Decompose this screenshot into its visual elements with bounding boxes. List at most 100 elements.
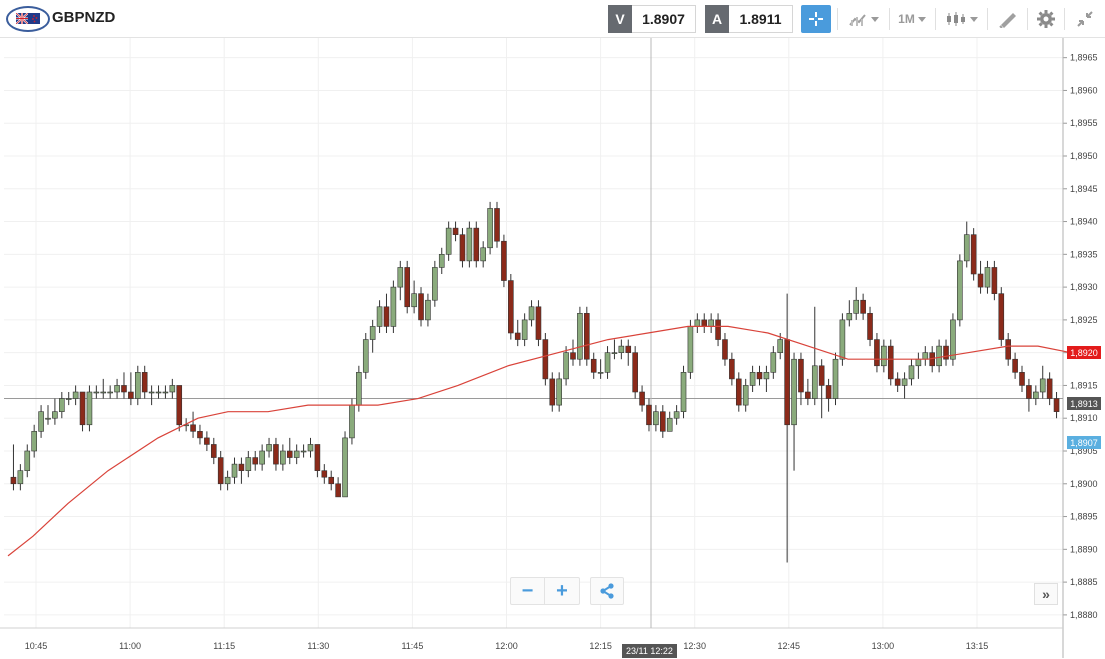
candle-body-up bbox=[770, 352, 777, 373]
candle-body-up bbox=[487, 208, 493, 249]
candle-body-up bbox=[839, 319, 846, 360]
candle-body-down bbox=[1046, 378, 1053, 399]
candle-body-down bbox=[286, 450, 293, 458]
zoom-out-button[interactable]: − bbox=[511, 578, 545, 604]
candle-body-up bbox=[777, 339, 784, 353]
candle-body-up bbox=[611, 352, 618, 354]
y-tick-label: 1,8955 bbox=[1070, 118, 1098, 128]
drawing-tools-button[interactable] bbox=[992, 5, 1024, 33]
sell-price-badge: 1,8907 bbox=[1067, 436, 1101, 449]
y-tick-label: 1,8960 bbox=[1070, 85, 1098, 95]
candle-body-down bbox=[701, 319, 708, 327]
indicators-button[interactable] bbox=[842, 5, 884, 33]
flag-icon bbox=[16, 13, 40, 24]
candle-body-down bbox=[894, 378, 901, 386]
candle-body-up bbox=[362, 339, 369, 373]
candle-body-up bbox=[445, 227, 452, 255]
candle-body-down bbox=[197, 431, 203, 439]
gear-icon bbox=[1037, 10, 1055, 28]
candle-body-up bbox=[563, 352, 569, 380]
candle-body-down bbox=[335, 483, 341, 498]
candle-body-down bbox=[646, 404, 652, 426]
candle-body-up bbox=[618, 345, 625, 353]
sell-price-box[interactable]: V 1.8907 bbox=[608, 5, 696, 33]
x-tick-label: 11:00 bbox=[119, 641, 141, 651]
y-tick-label: 1,8905 bbox=[1070, 446, 1098, 456]
candle-body-up bbox=[266, 444, 272, 452]
candle-body-up bbox=[59, 398, 65, 412]
crosshair-button[interactable] bbox=[801, 5, 831, 33]
toolbar-separator bbox=[1027, 8, 1028, 30]
scroll-to-latest-button[interactable]: » bbox=[1034, 583, 1058, 605]
share-icon bbox=[600, 583, 614, 599]
candle-body-up bbox=[653, 411, 659, 426]
x-tick-label: 13:00 bbox=[872, 641, 895, 651]
y-tick-label: 1,8935 bbox=[1070, 249, 1098, 259]
candle-body-down bbox=[1012, 358, 1018, 373]
toolbar-separator bbox=[837, 8, 838, 30]
candle-body-up bbox=[31, 431, 37, 452]
candle-body-up bbox=[162, 391, 169, 394]
candle-body-down bbox=[1026, 385, 1032, 399]
moving-average-line bbox=[7, 325, 1072, 557]
toolbar-separator bbox=[889, 8, 890, 30]
y-tick-label: 1,8925 bbox=[1070, 315, 1098, 325]
candle-body-up bbox=[376, 306, 383, 327]
candle-body-down bbox=[970, 234, 977, 275]
candle-body-down bbox=[121, 385, 127, 393]
candle-body-down bbox=[473, 227, 480, 262]
candle-body-down bbox=[722, 339, 728, 360]
candle-body-up bbox=[24, 450, 31, 471]
candle-body-down bbox=[542, 339, 549, 380]
candle-body-down bbox=[10, 476, 17, 485]
zoom-in-button[interactable]: + bbox=[556, 579, 568, 602]
candle-body-up bbox=[881, 345, 887, 367]
y-tick-label: 1,8885 bbox=[1070, 577, 1098, 587]
x-tick-label: 10:45 bbox=[25, 641, 48, 651]
candle-body-up bbox=[300, 450, 307, 453]
y-tick-label: 1,8910 bbox=[1070, 413, 1098, 423]
sell-price: 1.8907 bbox=[632, 5, 696, 33]
candle-body-down bbox=[860, 299, 866, 314]
candlestick-icon bbox=[946, 12, 965, 26]
chart-canvas[interactable]: 10:45 11:00 11:15 11:30 11:45 12:00 12:15 12:30… bbox=[0, 38, 1105, 659]
candle-body-up bbox=[72, 391, 79, 399]
candle-body-down bbox=[501, 240, 507, 281]
candle-body-up bbox=[853, 299, 860, 314]
candle-body-up bbox=[1033, 391, 1039, 399]
candle-body-down bbox=[404, 267, 411, 308]
candle-body-down bbox=[715, 319, 721, 340]
chart-type-button[interactable] bbox=[940, 5, 982, 33]
chevron-down-icon bbox=[917, 16, 926, 22]
candle-body-down bbox=[328, 476, 335, 485]
candle-body-up bbox=[811, 365, 818, 399]
candle-body-down bbox=[590, 358, 597, 373]
timeframe-button[interactable]: 1M bbox=[893, 5, 931, 33]
candle-body-down bbox=[1005, 339, 1011, 360]
candle-body-up bbox=[673, 411, 680, 419]
candle-body-up bbox=[749, 372, 756, 386]
candle-body-up bbox=[915, 358, 922, 367]
candle-body-up bbox=[155, 391, 162, 394]
candle-body-up bbox=[65, 398, 72, 400]
candle-body-up bbox=[114, 385, 120, 393]
candle-body-down bbox=[314, 444, 321, 471]
price-chart[interactable]: 10:45 11:00 11:15 11:30 11:45 12:00 12:15 12:30… bbox=[0, 38, 1105, 659]
candle-body-up bbox=[45, 417, 51, 420]
candle-body-up bbox=[1039, 378, 1046, 393]
candle-body-down bbox=[977, 273, 984, 288]
candle-body-down bbox=[584, 313, 590, 360]
candle-body-down bbox=[128, 391, 134, 399]
candle-body-up bbox=[349, 404, 355, 439]
toolbar-separator bbox=[1064, 8, 1065, 30]
candle-body-up bbox=[832, 358, 839, 399]
settings-button[interactable] bbox=[1032, 5, 1060, 33]
instrument-symbol[interactable]: GBPNZD bbox=[52, 9, 116, 26]
candle-body-down bbox=[514, 332, 521, 340]
fullscreen-toggle-button[interactable] bbox=[1070, 5, 1100, 33]
candle-body-down bbox=[452, 227, 459, 235]
buy-price-box[interactable]: A 1.8911 bbox=[705, 5, 793, 33]
candle-body-down bbox=[190, 424, 196, 432]
share-button[interactable] bbox=[590, 577, 624, 605]
candle-body-down bbox=[805, 391, 811, 399]
